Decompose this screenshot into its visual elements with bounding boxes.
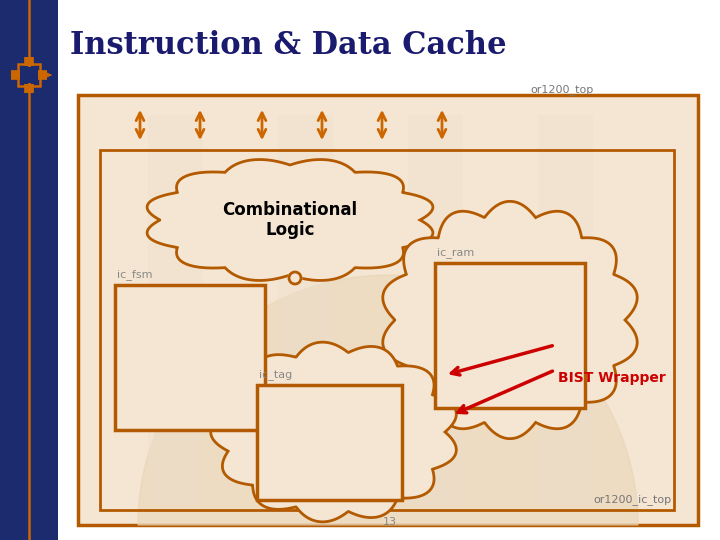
Bar <box>0 0 58 540</box>
Polygon shape <box>211 342 456 522</box>
Bar <box>435 263 585 408</box>
Bar <box>257 385 402 500</box>
Text: ic_fsm: ic_fsm <box>117 269 153 280</box>
Circle shape <box>289 272 301 284</box>
Text: or1200_top: or1200_top <box>530 85 593 96</box>
Text: or1200_ic_top: or1200_ic_top <box>594 494 672 505</box>
Bar <box>21 67 37 83</box>
Polygon shape <box>138 275 638 525</box>
Text: ic_tag: ic_tag <box>259 369 292 380</box>
Bar <box>100 150 674 510</box>
Bar <box>408 115 463 505</box>
Text: Combinational
Logic: Combinational Logic <box>222 200 358 239</box>
Bar <box>78 95 698 525</box>
Text: 13: 13 <box>383 517 397 527</box>
Text: BIST Wrapper: BIST Wrapper <box>558 371 666 385</box>
Bar <box>115 285 265 430</box>
Bar <box>538 115 593 505</box>
Bar <box>148 115 203 505</box>
Text: ic_ram: ic_ram <box>437 247 474 258</box>
Text: Instruction & Data Cache: Instruction & Data Cache <box>70 30 507 60</box>
Polygon shape <box>147 159 433 280</box>
Polygon shape <box>383 201 637 438</box>
Bar <box>278 115 333 505</box>
